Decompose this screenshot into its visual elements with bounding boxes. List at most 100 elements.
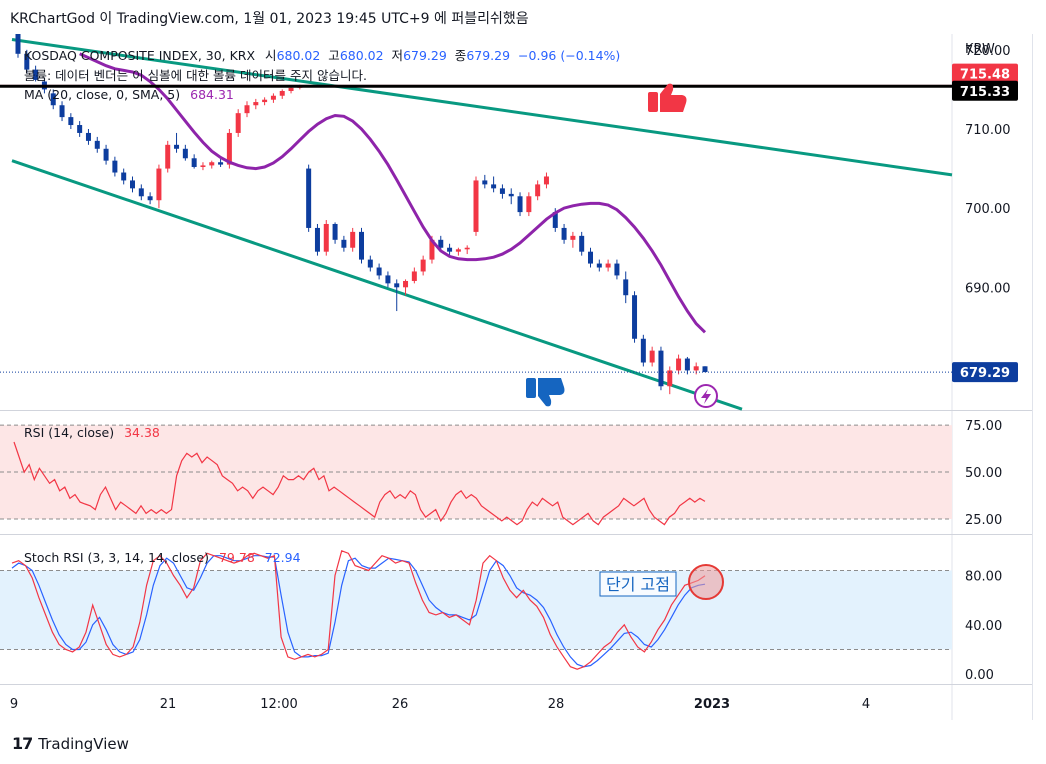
candle-body [50, 93, 56, 106]
candle-body [499, 188, 505, 194]
candle-body [455, 249, 461, 252]
candle-body [226, 132, 232, 165]
candle-body [702, 366, 708, 373]
candle-body [429, 239, 435, 260]
open-label: 시 [265, 48, 277, 63]
candle-body [623, 279, 629, 296]
candle-body [420, 259, 426, 272]
candle-body [165, 144, 171, 169]
candle-body [156, 168, 162, 201]
rsi-tick-label: 25.00 [965, 513, 1002, 528]
thumbs-up-icon [648, 83, 687, 112]
candle-body [473, 180, 479, 232]
candle-body [552, 212, 558, 228]
low-label: 저 [391, 48, 404, 63]
candle-body [676, 358, 682, 371]
candle-body [68, 117, 74, 126]
candle-body [605, 263, 611, 268]
price-tick-label: 720.00 [965, 44, 1011, 59]
price-tag-red-bg [952, 63, 1018, 84]
candle-body [103, 148, 109, 161]
candle-body [323, 223, 329, 252]
volume-note: 볼륨: 데이터 벤더는 이 심볼에 대한 볼륨 데이터를 주지 않습니다. [24, 68, 367, 83]
price-tag-black-bg [952, 80, 1018, 101]
price-tag-red: 715.48 [960, 68, 1010, 83]
thumbs-down-icon-cuff [526, 378, 536, 398]
candle-body [270, 95, 276, 100]
candle-body [262, 99, 268, 103]
candle-body [649, 350, 655, 363]
chart-canvas: 단기 고점 720.00 710.00 700.00 690.00 715.48 715.… [0, 26, 1046, 720]
candle-body [385, 275, 391, 284]
time-tick-label: 2023 [694, 697, 730, 712]
highlight-circle [688, 564, 724, 600]
rsi-value: 34.38 [124, 425, 160, 440]
candle-body [314, 227, 320, 252]
brand-name: TradingView [38, 734, 129, 753]
thumbs-up-icon-hand [660, 83, 687, 112]
change-value: −0.96 [518, 48, 557, 63]
price-tag-black: 715.33 [960, 85, 1010, 100]
candle-body [367, 259, 373, 268]
stoch-tick-label: 0.00 [965, 668, 994, 683]
candle-body [658, 350, 664, 387]
candle-body [112, 160, 118, 173]
candle-body [59, 105, 65, 118]
rsi-label: RSI (14, close) [24, 425, 115, 440]
publish-line: KRChartGod 이 TradingView.com, 1월 01, 202… [10, 11, 529, 27]
candle-body [535, 184, 541, 197]
candle-body [517, 196, 523, 213]
close-label: 종 [454, 48, 467, 63]
footer-brand: 17 TradingView [12, 734, 129, 753]
candle-body [244, 105, 250, 114]
right-edge [1032, 34, 1033, 720]
candle-body [147, 196, 153, 201]
candle-body [15, 34, 21, 54]
stoch-d-value: 72.94 [264, 550, 301, 565]
candle-body [306, 168, 312, 228]
stoch-tick-label: 80.00 [965, 569, 1002, 584]
chart-frame[interactable]: 단기 고점 720.00 710.00 700.00 690.00 715.48 715.… [0, 26, 1046, 720]
candle-body [508, 193, 514, 197]
candle-body [376, 267, 382, 276]
candle-body [491, 184, 497, 189]
candle-body [526, 196, 532, 213]
candle-body [403, 280, 409, 288]
time-tick-label: 26 [392, 697, 409, 712]
candle-body [667, 370, 673, 387]
candle-body [182, 148, 188, 159]
candle-body [350, 231, 356, 248]
flash-icon-bolt [701, 389, 711, 404]
time-tick-label: 12:00 [260, 697, 297, 712]
candle-body [482, 180, 488, 185]
rsi-tick-label: 75.00 [965, 419, 1002, 434]
annotation-text: 단기 고점 [606, 575, 670, 594]
time-tick-label: 4 [862, 697, 870, 712]
ma-value: 684.31 [190, 87, 234, 102]
candle-body [33, 69, 39, 80]
price-tick-label: 690.00 [965, 281, 1011, 296]
tradingview-logo-icon: 17 [12, 734, 33, 753]
open-value: 680.02 [276, 48, 321, 63]
candle-body [174, 144, 180, 149]
thumbs-up-icon-cuff [648, 92, 658, 112]
candle-body [218, 162, 224, 165]
ma-label: MA (20, close, 0, SMA, 5) [24, 87, 181, 102]
stoch-legend: Stoch RSI (3, 3, 14, 14, close) 79.78 72… [24, 550, 301, 565]
symbol-title: KOSDAQ COMPOSITE INDEX, 30, KRX [24, 48, 256, 63]
candle-body [24, 53, 30, 70]
candle-body [341, 239, 347, 248]
stoch-tick-label: 40.00 [965, 619, 1002, 634]
ma-line [79, 52, 707, 334]
candle-body [596, 263, 602, 268]
candle-body [200, 165, 206, 167]
candle-body [394, 283, 400, 288]
thumbs-down-icon [526, 378, 565, 407]
candle-body [543, 176, 549, 185]
low-value: 679.29 [403, 48, 447, 63]
time-tick-label: 9 [10, 697, 18, 712]
candle-body [94, 140, 100, 149]
candle-body [253, 102, 259, 106]
rsi-legend: RSI (14, close) 34.38 [24, 425, 160, 440]
time-tick-label: 21 [160, 697, 177, 712]
